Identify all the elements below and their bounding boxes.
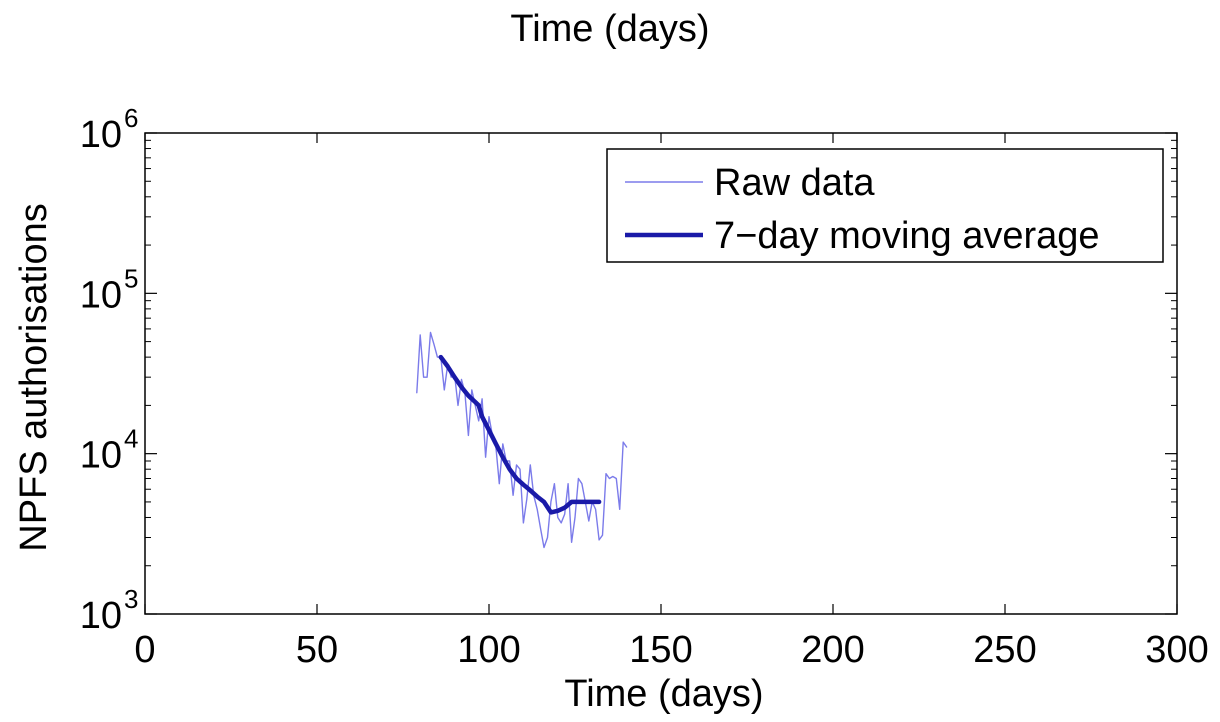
x-tick-label: 150 [629, 629, 692, 671]
x-tick-label: 50 [296, 629, 338, 671]
legend-box [606, 148, 1164, 263]
y-tick-label: 10 [80, 274, 122, 316]
y-tick-label-exponent: 5 [124, 263, 138, 293]
y-tick-label-exponent: 3 [124, 584, 138, 614]
y-tick-label: 10 [80, 595, 122, 637]
x-tick-label: 300 [1145, 629, 1208, 671]
plot-area [416, 331, 628, 549]
y-tick-label: 10 [80, 435, 122, 477]
y-tick-label: 10 [80, 114, 122, 156]
x-tick-label: 100 [457, 629, 520, 671]
x-tick-label: 250 [973, 629, 1036, 671]
y-axis-label: NPFS authorisations [13, 203, 55, 552]
y-tick-label-exponent: 4 [124, 424, 138, 454]
legend-label: Raw data [714, 162, 875, 204]
chart-title: Time (days) [510, 8, 710, 50]
x-tick-label: 200 [801, 629, 864, 671]
x-tick-label: 0 [134, 629, 155, 671]
y-tick-label-exponent: 6 [124, 103, 138, 133]
series-line-moving-average [438, 354, 602, 515]
x-axis-label: Time (days) [564, 673, 763, 715]
legend: Raw data 7−day moving average [606, 148, 1164, 263]
legend-label: 7−day moving average [714, 215, 1100, 257]
